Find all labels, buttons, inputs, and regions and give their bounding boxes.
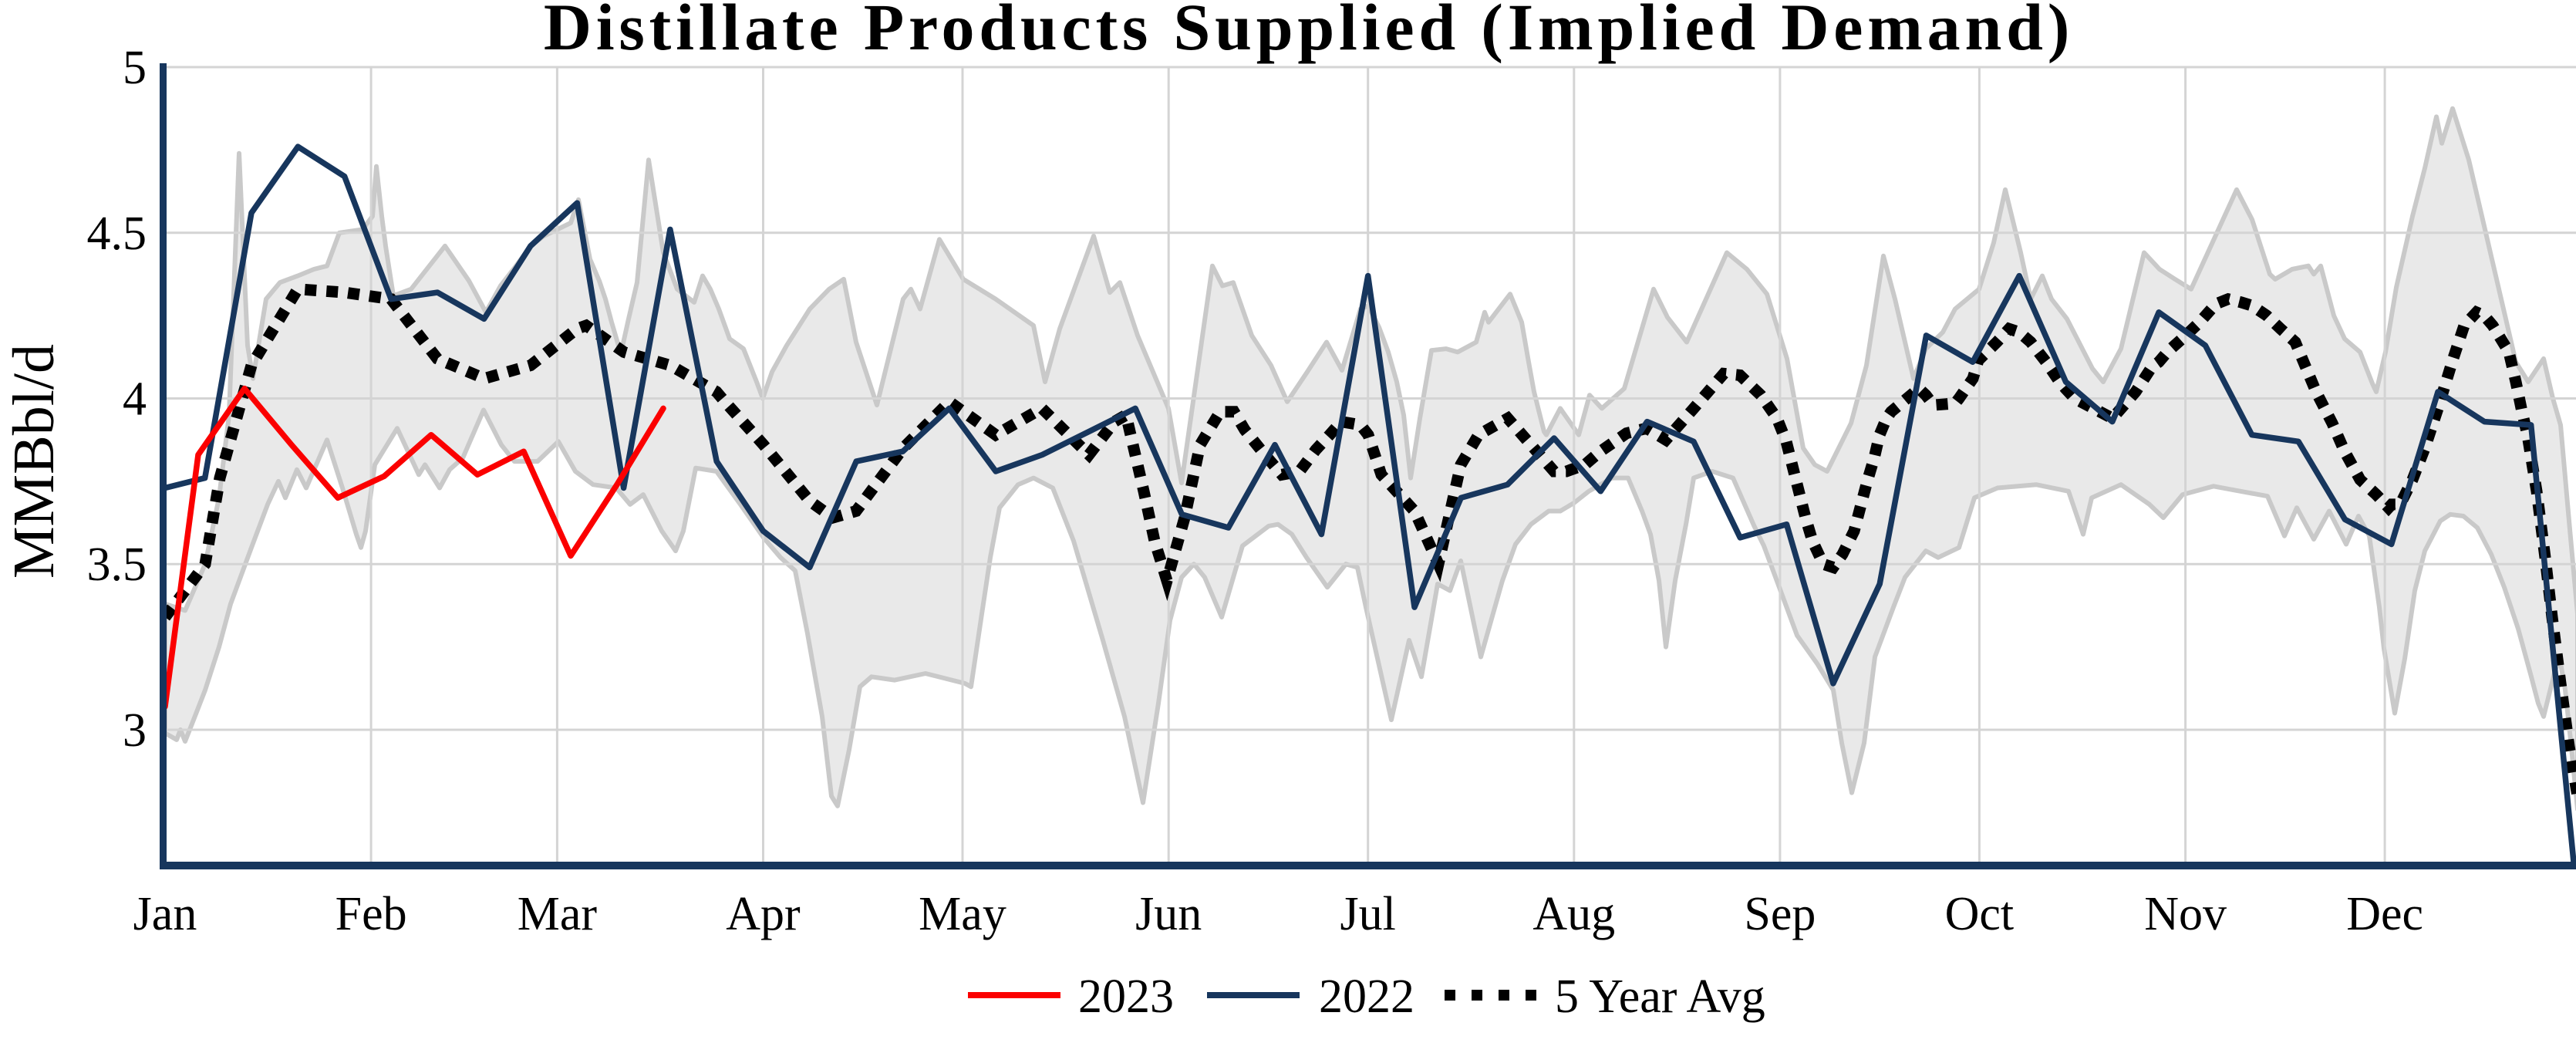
- svg-text:5 Year Avg: 5 Year Avg: [1555, 970, 1765, 1023]
- svg-text:Dec: Dec: [2346, 888, 2423, 940]
- svg-text:Oct: Oct: [1945, 888, 2015, 940]
- svg-text:Aug: Aug: [1532, 888, 1615, 940]
- svg-text:4.5: 4.5: [87, 208, 147, 260]
- svg-text:3.5: 3.5: [87, 538, 147, 591]
- svg-text:MMBbl/d: MMBbl/d: [2, 344, 66, 579]
- svg-text:Sep: Sep: [1744, 888, 1816, 940]
- svg-text:4: 4: [123, 373, 147, 426]
- svg-text:Mar: Mar: [518, 888, 598, 940]
- svg-text:May: May: [919, 888, 1006, 940]
- svg-text:3: 3: [123, 704, 147, 757]
- svg-text:5: 5: [123, 42, 147, 94]
- svg-text:Jul: Jul: [1340, 888, 1396, 940]
- svg-text:2022: 2022: [1319, 970, 1414, 1023]
- svg-text:Distillate Products Supplied (: Distillate Products Supplied (Implied De…: [544, 0, 2074, 64]
- svg-text:Apr: Apr: [726, 888, 801, 940]
- svg-text:Feb: Feb: [335, 888, 407, 940]
- svg-text:2023: 2023: [1078, 970, 1174, 1023]
- svg-text:Jun: Jun: [1135, 888, 1202, 940]
- svg-text:Jan: Jan: [133, 888, 197, 940]
- svg-text:Nov: Nov: [2144, 888, 2227, 940]
